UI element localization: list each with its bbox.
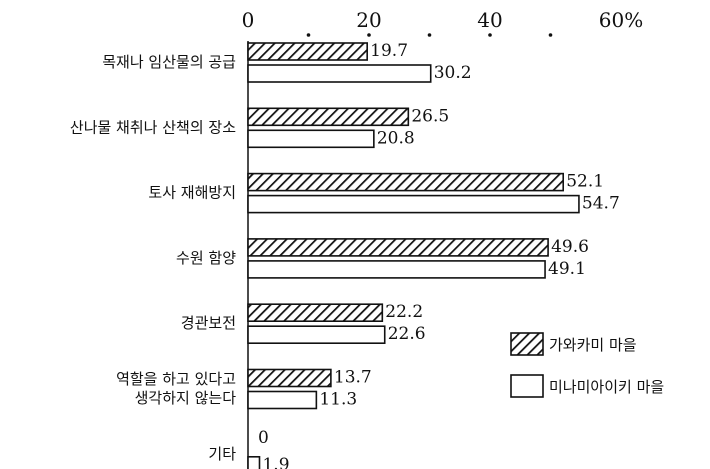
bar-minamiaiki [247,455,261,469]
category-label: 산나물 채취나 산책의 장소 [70,118,236,136]
bar-minamiaiki [247,194,580,214]
data-label: 22.2 [385,302,423,322]
bar-kawakami [247,368,332,388]
legend-label: 미나미아이키 마을 [549,378,664,396]
legend-swatch [510,332,544,356]
x-tick-dot [488,33,492,37]
data-label: 11.3 [319,390,357,410]
bar-kawakami [247,303,384,323]
data-label: 26.5 [411,106,449,126]
data-label: 1.9 [262,455,289,469]
data-label: 49.6 [551,237,589,257]
data-label: 0 [258,428,269,448]
data-label: 20.8 [377,128,415,148]
x-tick-dot [367,33,371,37]
bar-kawakami [247,172,565,192]
category-label: 수원 함양 [176,249,236,267]
x-tick-label: 0 [242,8,255,32]
x-tick-dot [306,33,311,37]
bar-minamiaiki [247,390,318,410]
data-label: 19.7 [370,41,408,61]
category-label: 생각하지 않는다 [135,389,237,407]
category-label: 역할을 하고 있다고 [116,370,236,388]
data-label: 13.7 [334,368,372,388]
data-label: 52.1 [566,172,604,192]
category-label: 경관보전 [181,314,236,332]
bar-minamiaiki [247,129,375,149]
category-label: 토사 재해방지 [148,184,236,202]
bar-minamiaiki [247,64,432,83]
data-label: 30.2 [434,63,472,83]
bar-minamiaiki [247,325,386,345]
legend-label: 가와카미 마을 [549,336,637,354]
bar-kawakami [247,42,368,61]
x-tick-label: 20 [356,8,381,32]
category-label: 기타 [208,445,236,463]
data-label: 49.1 [548,259,586,279]
legend-swatch [510,374,544,398]
category-label: 목재나 임산물의 공급 [102,53,236,71]
data-label: 54.7 [582,194,620,214]
bar-kawakami [247,107,410,127]
data-label: 22.6 [388,324,426,344]
x-tick-dot [548,33,553,37]
bar-kawakami [247,238,549,257]
x-tick-label: 40 [477,8,502,32]
x-tick-label: 60% [599,8,643,32]
bar-minamiaiki [247,260,546,279]
x-tick-dot [427,33,432,37]
